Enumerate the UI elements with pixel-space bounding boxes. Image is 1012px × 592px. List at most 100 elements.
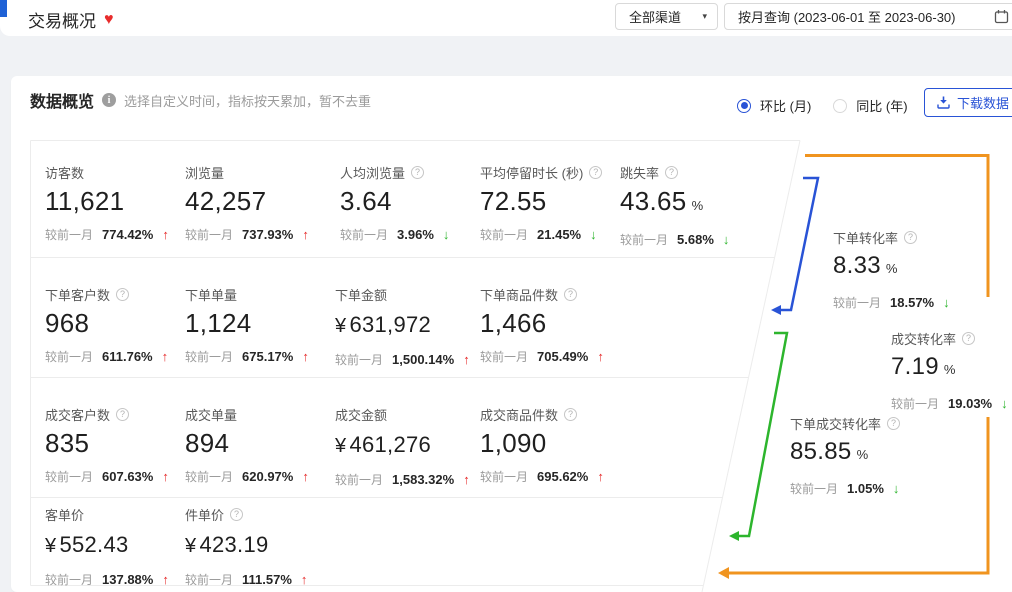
favorite-heart-icon[interactable]: ♥ [104,10,114,28]
metric-label: 成交客户数 [45,407,111,423]
metric-change: 较前一月 705.49% ↑ [480,349,604,364]
trend-arrow-icon: ↓ [722,232,730,247]
metric-change: 较前一月 19.03% ↓ [891,396,1008,411]
metric-card-deal-customers: 成交客户数? 835 较前一月 607.63% ↑ [45,405,169,485]
trend-arrow-icon: ↑ [302,469,309,484]
metric-label: 平均停留时长 (秒) [480,165,584,181]
metric-label: 下单成交转化率 [790,416,882,432]
channel-select-value: 全部渠道 [629,10,682,25]
metric-value: 835 [45,428,90,458]
channel-select[interactable]: 全部渠道 ▾ [615,3,718,30]
metric-value: 1,466 [480,308,547,338]
help-icon[interactable]: ? [904,230,918,244]
metric-card-order-count: 下单单量 1,124 较前一月 675.17% ↑ [185,285,309,365]
metric-label: 人均浏览量 [340,165,406,181]
chevron-down-icon: ▾ [702,11,707,21]
date-range-picker[interactable]: 按月查询 (2023-06-01 至 2023-06-30) [724,3,1012,30]
metric-label: 下单单量 [185,287,238,303]
trend-arrow-icon: ↑ [597,469,604,484]
metric-change: 较前一月 21.45% ↓ [480,227,597,242]
download-data-button[interactable]: 下载数据 [924,88,1012,117]
metric-change: 较前一月 1,500.14% ↑ [335,352,470,367]
radio-yoy[interactable]: 同比 (年) [833,96,908,115]
metric-change: 较前一月 18.57% ↓ [833,295,950,310]
help-icon[interactable]: ? [411,165,425,179]
info-icon: i [102,93,117,107]
sidebar-active-sliver [0,0,7,17]
metric-card-avg-stay-time: 平均停留时长 (秒)? 72.55 较前一月 21.45% ↓ [480,163,603,243]
metric-change: 较前一月 1.05% ↓ [790,481,900,496]
help-icon[interactable]: ? [116,407,130,421]
trend-arrow-icon: ↓ [1001,396,1008,411]
order-conversion-arrow [771,176,820,315]
trend-arrow-icon: ↑ [463,472,470,487]
metric-label: 成交转化率 [891,331,957,347]
metric-label: 下单金额 [335,287,388,303]
metric-value: 11,621 [45,186,125,216]
data-overview-panel: 数据概览 i 选择自定义时间，指标按天累加，暂不去重 环比 (月) 同比 (年)… [11,76,1012,592]
help-icon[interactable]: ? [564,287,578,301]
metric-card-order-conversion: 下单转化率? 8.33% 较前一月 18.57% ↓ [833,228,950,311]
trend-arrow-icon: ↑ [162,227,169,242]
metric-card-order-to-deal-conversion: 下单成交转化率? 85.85% 较前一月 1.05% ↓ [790,414,901,497]
help-icon[interactable]: ? [589,165,603,179]
metric-value: 3.64 [340,186,392,216]
metric-card-deal-amount: 成交金额 ¥461,276 较前一月 1,583.32% ↑ [335,405,470,488]
section-hint: 选择自定义时间，指标按天累加，暂不去重 [124,93,372,109]
metric-label: 下单客户数 [45,287,111,303]
radio-unselected-icon[interactable] [833,98,848,113]
metric-change: 较前一月 137.88% ↑ [45,572,169,587]
radio-selected-icon[interactable] [737,98,751,113]
metric-change: 较前一月 1,583.32% ↑ [335,472,470,487]
help-icon[interactable]: ? [887,416,901,430]
download-button-label: 下载数据 [957,96,1010,111]
metric-value: 1,124 [185,308,252,338]
page-title-text: 交易概况 [28,12,96,31]
metric-value: 1,090 [480,428,547,458]
metric-change: 较前一月 5.68% ↓ [620,232,730,247]
trend-arrow-icon: ↓ [442,227,450,242]
trend-arrow-icon: ↑ [597,349,604,364]
metric-label: 成交单量 [185,407,238,423]
trend-arrow-icon: ↑ [463,352,470,367]
page-title: 交易概况 ♥ [28,7,114,32]
metric-change: 较前一月 675.17% ↑ [185,349,309,364]
metric-card-avg-order-value: 客单价 ¥552.43 较前一月 137.88% ↑ [45,505,169,588]
metric-value: ¥461,276 [335,432,432,457]
metric-label: 跳失率 [620,165,660,181]
trend-arrow-icon: ↑ [300,572,308,587]
panel-header: 数据概览 i 选择自定义时间，指标按天累加，暂不去重 [30,88,371,112]
help-icon[interactable]: ? [116,287,130,301]
metric-card-order-amount: 下单金额 ¥631,972 较前一月 1,500.14% ↑ [335,285,470,368]
top-bar: 交易概况 ♥ 全部渠道 ▾ 按月查询 (2023-06-01 至 2023-06… [0,0,1012,36]
help-icon[interactable]: ? [962,331,976,345]
metric-card-avg-item-value: 件单价? ¥423.19 较前一月 111.57% ↑ [185,505,307,588]
help-icon[interactable]: ? [665,165,679,179]
metric-change: 较前一月 607.63% ↑ [45,469,169,484]
metric-card-order-items: 下单商品件数? 1,466 较前一月 705.49% ↑ [480,285,604,365]
metric-change: 较前一月 3.96% ↓ [340,227,450,242]
metric-card-visitors: 访客数 11,621 较前一月 774.42% ↑ [45,163,169,243]
trend-arrow-icon: ↑ [302,349,309,364]
compare-mode-radios: 环比 (月) 同比 (年) [737,96,908,115]
trend-arrow-icon: ↑ [162,469,169,484]
metric-card-order-customers: 下单客户数? 968 较前一月 611.76% ↑ [45,285,168,365]
metric-card-deal-conversion: 成交转化率? 7.19% 较前一月 19.03% ↓ [891,329,1008,412]
help-icon[interactable]: ? [230,507,244,521]
trend-arrow-icon: ↓ [943,295,950,310]
metric-label: 下单商品件数 [480,287,559,303]
metric-card-views-per-visitor: 人均浏览量? 3.64 较前一月 3.96% ↓ [340,163,449,243]
help-icon[interactable]: ? [564,407,578,421]
metric-label: 浏览量 [185,165,225,181]
metric-value: ¥631,972 [335,312,432,337]
radio-mom[interactable]: 环比 (月) [737,96,811,115]
metric-change: 较前一月 737.93% ↑ [185,227,309,242]
metric-change: 较前一月 111.57% ↑ [185,572,308,587]
metric-label: 下单转化率 [833,230,899,246]
date-range-text: 按月查询 (2023-06-01 至 2023-06-30) [738,10,956,25]
metric-value: 8.33% [833,252,898,279]
metric-change: 较前一月 774.42% ↑ [45,227,169,242]
trend-arrow-icon: ↓ [590,227,597,242]
trend-arrow-icon: ↑ [161,349,169,364]
trend-arrow-icon: ↑ [162,572,169,587]
